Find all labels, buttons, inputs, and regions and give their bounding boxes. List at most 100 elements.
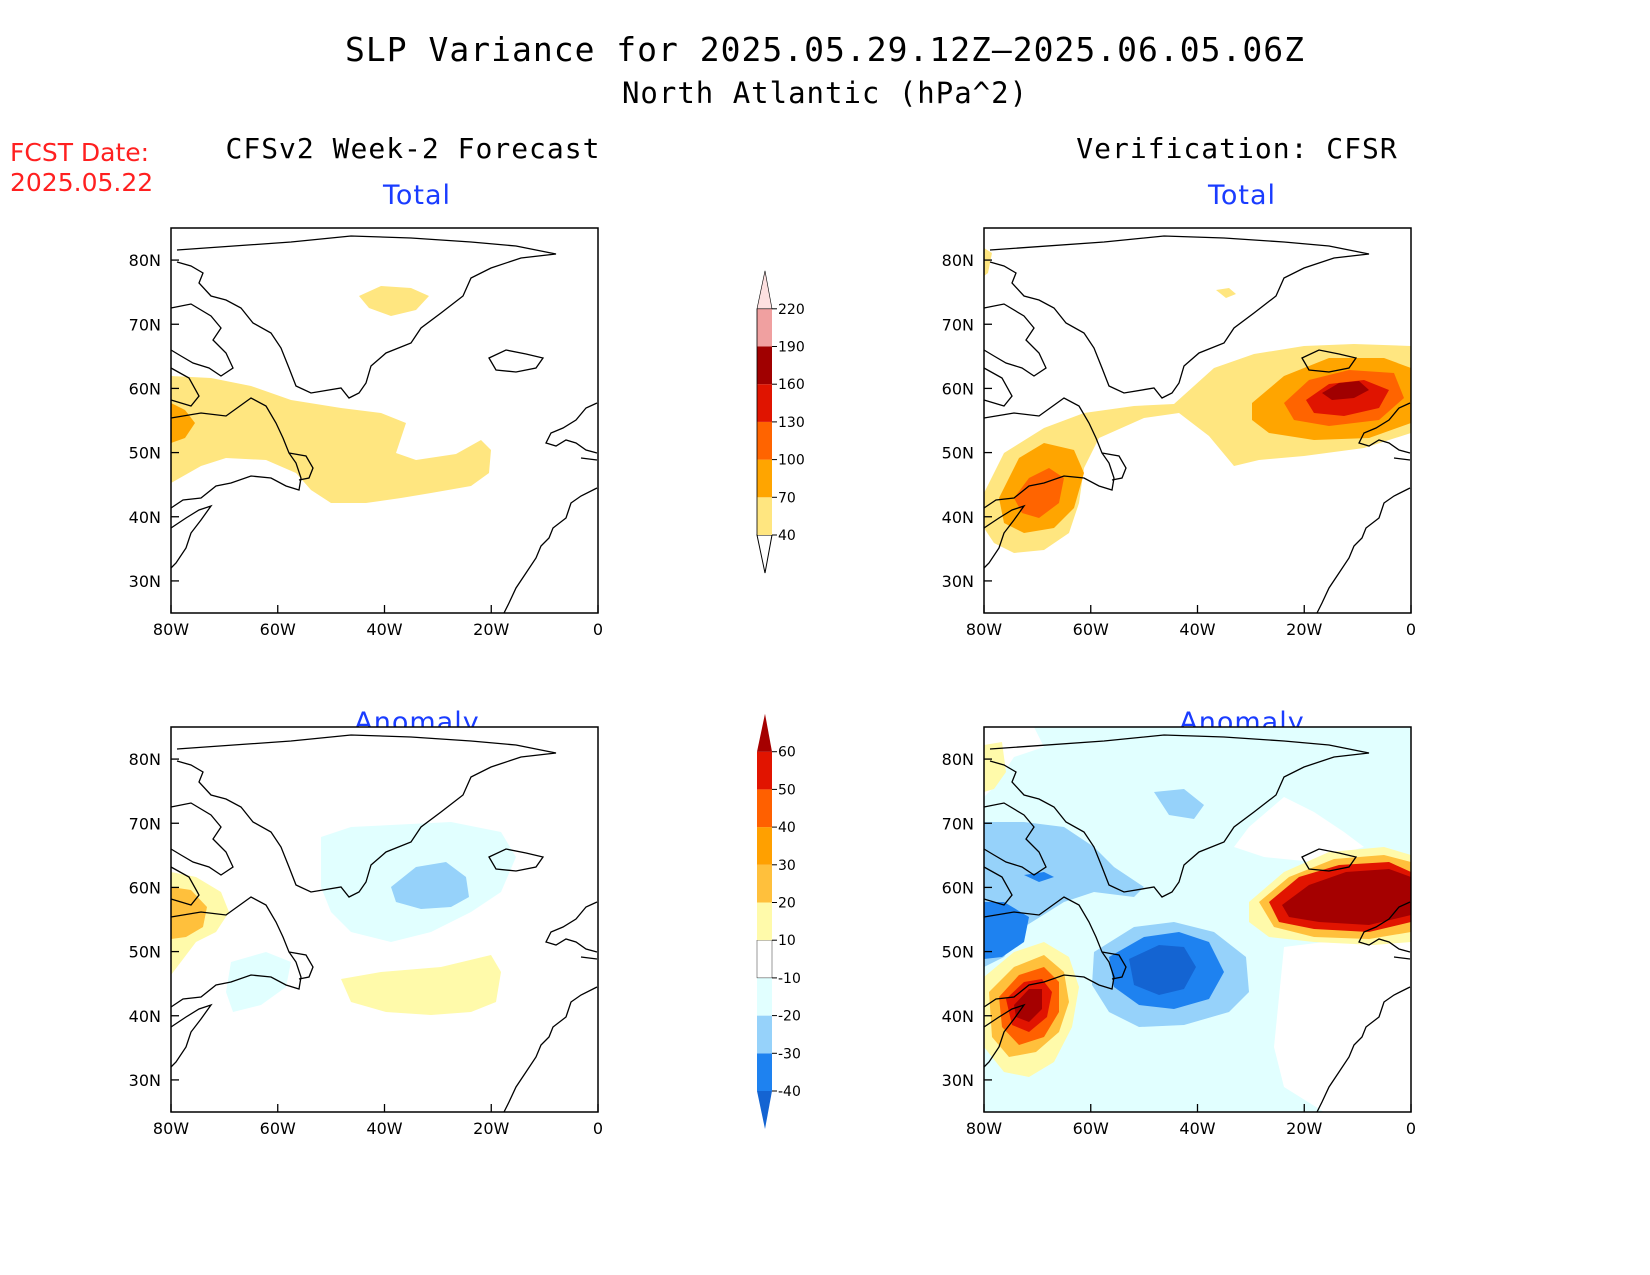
lon-tick-label: 0 [1406,620,1416,639]
contour-60 [1282,869,1411,925]
contour-minus-20 [984,822,1144,967]
colorbar-anomaly-label: -20 [778,1009,801,1025]
colorbar-total-label: 160 [778,377,805,393]
lat-tick-label: 40N [129,508,161,527]
lon-tick-label: 20W [473,620,509,639]
lat-tick-label: 30N [942,1071,974,1090]
lon-tick-label: 40W [366,1119,402,1138]
lon-tick-label: 0 [1406,1119,1416,1138]
lon-tick-label: 60W [1073,620,1109,639]
contour-minus-20 [391,862,469,909]
contour-70 [171,403,195,443]
colorbar-anomaly-lower-extension [757,1091,772,1129]
lon-tick-label: 0 [593,1119,603,1138]
colorbar-anomaly-segment [756,940,773,979]
contour-40 [984,248,992,276]
lat-tick-label: 50N [942,943,974,962]
colorbar-total-upper-extension [756,270,773,310]
contour-plus-minus-10 [1274,932,1411,1112]
lat-tick-label: 60N [129,878,161,897]
contour-60 [1014,989,1042,1022]
forecast-date: FCST Date: 2025.05.22 [10,138,153,198]
contour-40 [359,286,429,316]
lat-tick-label: 40N [942,508,974,527]
lat-tick-label: 80N [129,750,161,769]
lon-tick-label: 80W [153,1119,189,1138]
lon-tick-label: 80W [153,620,189,639]
contour-20 [171,887,207,939]
lon-tick-label: 40W [1179,1119,1215,1138]
contour-plus-minus-10 [1234,797,1364,862]
lat-tick-label: 80N [942,251,974,270]
lat-tick-label: 60N [129,379,161,398]
colorbar-total-lower-extension [756,534,773,574]
contour-minus-30 [1024,872,1054,882]
colorbar-anomaly-label: 30 [778,858,796,874]
colorbar-total-segment [757,308,772,347]
lat-tick-label: 60N [942,878,974,897]
lat-tick-label: 30N [129,572,161,591]
forecast-date-label: FCST Date: [10,138,150,167]
lat-tick-label: 70N [942,814,974,833]
lon-tick-label: 20W [1286,620,1322,639]
lon-tick-label: 40W [366,620,402,639]
lat-tick-label: 50N [129,444,161,463]
colorbar-anomaly-upper-extension [757,713,772,752]
colorbar-total-label: 130 [778,415,805,431]
lon-tick-label: 20W [473,1119,509,1138]
forecast-column-title: CFSv2 Week-2 Forecast [225,132,601,165]
forecast-total-map [170,227,599,614]
colorbar-anomaly-segment [757,751,772,790]
lat-tick-label: 70N [942,315,974,334]
axes-layer: 80W 60W 40W 20W 0 80N 70N 60N 50N 40N 30N 80W 60W 40W… [129,251,1416,1138]
colorbar-anomaly-segment [757,977,772,1016]
contour-10 [341,955,501,1015]
lat-tick-label: 30N [942,572,974,591]
lon-tick-label: 60W [260,1119,296,1138]
contour-160 [1322,381,1369,400]
colorbar-total-segment [757,384,772,422]
lat-tick-label: 40N [942,1007,974,1026]
colorbar-total-label: 220 [778,302,805,318]
colorbar-anomaly-label: -40 [778,1084,801,1100]
lat-tick-label: 60N [942,379,974,398]
colorbar-anomaly-label: 10 [778,933,796,949]
colorbar-total-label: 70 [778,490,796,506]
colorbar-total-segment [757,497,772,535]
chart-title-line1: SLP Variance for 2025.05.29.12Z–2025.06.… [345,30,1305,69]
colorbar-total-label: 40 [778,528,796,544]
colorbar-anomaly-label: -10 [778,971,801,987]
contour-minus-30 [984,902,1029,959]
contour-40 [171,376,491,503]
contour-minus-40 [1129,945,1196,995]
colorbar-anomaly-label: 50 [778,782,796,798]
colorbar-total-label: 190 [778,340,805,356]
colorbar-anomaly-label: -30 [778,1046,801,1062]
lon-tick-label: 20W [1286,1119,1322,1138]
lat-tick-label: 30N [129,1071,161,1090]
colorbars-layer: 40 70 100 130 160 190 220 -40 -30 -20 -10 10 20 30 40 5… [756,270,805,1129]
verification-total-label: Total [1207,180,1277,211]
lat-tick-label: 70N [129,814,161,833]
lat-tick-label: 70N [129,315,161,334]
colorbar-anomaly-segment [757,827,772,865]
lat-tick-label: 80N [129,251,161,270]
colorbar-total-label: 100 [778,453,805,469]
contour-minus-20 [1154,789,1204,819]
chart-title-line2: North Atlantic (hPa^2) [621,76,1029,110]
lon-tick-label: 0 [593,620,603,639]
contour-40 [1216,288,1236,298]
lat-tick-label: 80N [942,750,974,769]
lon-tick-label: 80W [966,620,1002,639]
colorbar-anomaly-segment [757,864,772,903]
verification-total-map [983,227,1412,614]
colorbar-anomaly-segment [757,902,772,941]
forecast-total-label: Total [382,180,452,211]
forecast-date-value: 2025.05.22 [10,168,154,197]
verification-anomaly-map [983,726,1412,1113]
lon-tick-label: 60W [1073,1119,1109,1138]
contour-10 [984,742,1006,792]
colorbar-anomaly-segment [757,789,772,828]
colorbar-total-segment [757,459,772,498]
